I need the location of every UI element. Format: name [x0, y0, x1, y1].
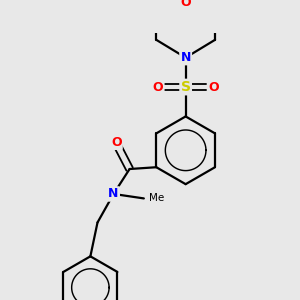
Text: N: N: [181, 51, 191, 64]
Text: O: O: [208, 80, 219, 94]
Text: N: N: [108, 188, 119, 200]
Text: O: O: [111, 136, 122, 149]
Text: O: O: [153, 80, 163, 94]
Text: Me: Me: [149, 194, 164, 203]
Text: S: S: [181, 80, 190, 94]
Text: O: O: [180, 0, 191, 9]
